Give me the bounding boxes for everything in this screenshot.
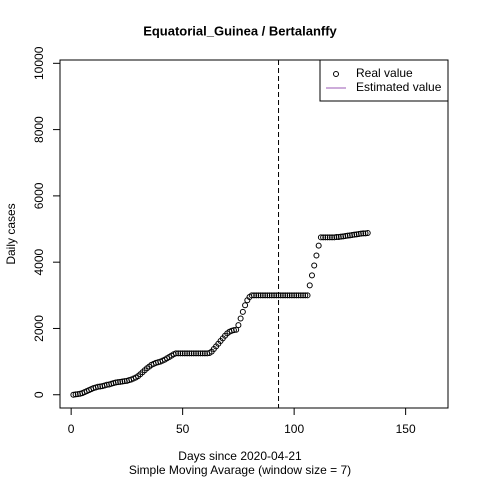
point <box>279 292 286 299</box>
point <box>235 322 242 329</box>
subtitle: Simple Moving Avarage (window size = 7) <box>129 463 351 477</box>
point <box>275 292 282 299</box>
point <box>195 350 202 357</box>
point <box>233 326 240 333</box>
point <box>199 350 206 357</box>
point <box>362 230 369 237</box>
point <box>286 292 293 299</box>
point <box>282 292 289 299</box>
point <box>239 308 246 315</box>
point <box>264 292 271 299</box>
legend-box <box>319 59 449 102</box>
point <box>302 292 309 299</box>
x-tick-label: 150 <box>396 422 416 436</box>
x-tick-label: 0 <box>68 422 75 436</box>
point <box>190 350 197 357</box>
point <box>259 292 266 299</box>
plot-frame <box>59 59 449 409</box>
point <box>313 252 320 259</box>
point <box>251 292 257 299</box>
point <box>262 292 269 299</box>
point <box>175 350 182 357</box>
point <box>306 282 313 289</box>
point <box>186 350 193 357</box>
x-axis-label: Days since 2020-04-21 <box>178 449 302 463</box>
point <box>329 234 336 241</box>
x-tick-label: 50 <box>176 422 190 436</box>
point <box>230 327 237 334</box>
point <box>315 242 322 249</box>
point <box>291 292 298 299</box>
point <box>311 262 318 269</box>
point <box>326 234 333 241</box>
point <box>177 350 184 357</box>
point <box>317 234 324 241</box>
point <box>193 350 200 357</box>
point <box>248 292 255 299</box>
point <box>268 292 275 299</box>
point <box>331 234 338 241</box>
point <box>300 292 307 299</box>
point <box>179 350 186 357</box>
point <box>358 230 365 237</box>
legend-label: Real value <box>356 66 413 80</box>
point <box>197 350 204 357</box>
point <box>320 234 327 241</box>
point <box>333 233 340 240</box>
point <box>304 292 311 299</box>
point <box>364 230 371 237</box>
point <box>201 350 208 357</box>
legend-marker <box>333 71 339 77</box>
x-tick-label: 100 <box>284 422 304 436</box>
y-tick-label: 2000 <box>32 315 46 342</box>
y-axis-label: Daily cases <box>4 203 18 264</box>
y-tick-label: 8000 <box>32 116 46 143</box>
point <box>271 292 278 299</box>
point <box>188 350 195 357</box>
y-tick-label: 0 <box>32 391 46 398</box>
point <box>257 292 264 299</box>
point <box>288 292 295 299</box>
point <box>322 234 329 241</box>
point <box>293 292 300 299</box>
point <box>295 292 302 299</box>
point <box>284 292 291 299</box>
point <box>255 292 262 299</box>
point <box>184 350 191 357</box>
point <box>308 272 315 279</box>
point <box>297 292 304 299</box>
legend-label: Estimated value <box>356 80 442 94</box>
point <box>324 234 331 241</box>
point <box>360 230 367 237</box>
point <box>181 350 188 357</box>
point <box>273 292 280 299</box>
point <box>172 350 179 357</box>
point <box>242 302 249 309</box>
y-tick-label: 6000 <box>32 182 46 209</box>
chart-title: Equatorial_Guinea / Bertalanffy <box>143 23 337 38</box>
point <box>237 315 244 322</box>
point <box>253 292 260 299</box>
point <box>266 292 273 299</box>
point <box>277 292 284 299</box>
y-tick-label: 10000 <box>32 46 46 80</box>
y-tick-label: 4000 <box>32 249 46 276</box>
